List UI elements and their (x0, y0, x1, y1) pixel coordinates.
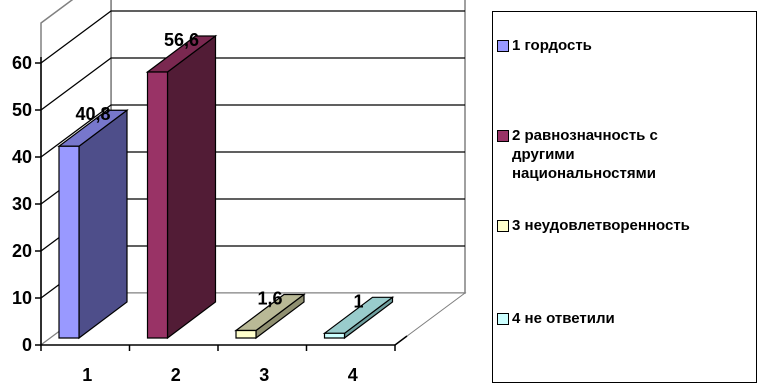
legend-swatch-3 (497, 220, 509, 232)
bar-1 (57, 109, 129, 340)
bar-side-2 (166, 34, 217, 340)
legend-swatch-2 (497, 130, 509, 142)
bar-front-4 (323, 332, 346, 339)
y-tick-label-10: 10 (12, 288, 32, 308)
x-tick-label-4: 4 (348, 365, 358, 385)
legend-item-1: 1 гордость (493, 36, 592, 55)
bars (57, 34, 395, 340)
legend-item-4: 4 не ответили (493, 309, 615, 328)
legend-label-1: 1 гордость (512, 37, 592, 54)
bar-side-1 (78, 109, 128, 340)
x-tick-label-3: 3 (259, 365, 269, 385)
gridline-60 (40, 10, 465, 64)
y-tick-label-50: 50 (12, 100, 32, 120)
legend-label-2: 2 равнозначность с другими национальност… (512, 127, 658, 182)
legend-label-3: 3 неудовлетворенность (512, 217, 690, 234)
gridline-50 (40, 57, 465, 111)
legend-swatch-1 (497, 40, 509, 52)
y-tick-label-0: 0 (22, 335, 32, 355)
axes: 0 10 20 30 40 50 60 1 2 3 4 (12, 53, 408, 385)
gridline-40 (40, 104, 465, 158)
bar-3 (234, 293, 306, 340)
bar-2 (145, 34, 218, 340)
y-tick-label-30: 30 (12, 194, 32, 214)
data-labels: 40,8 56,6 1,6 1 (75, 30, 363, 311)
legend-label-4: 4 не ответили (512, 310, 615, 327)
x-axis-end (394, 335, 408, 346)
legend-item-3: 3 неудовлетворенность (493, 216, 690, 235)
bar-chart: 0 10 20 30 40 50 60 1 2 3 4 40,8 56,6 1,6 1 (12, 0, 467, 385)
bar-front-3 (235, 329, 257, 339)
data-label-1: 40,8 (75, 104, 110, 124)
data-label-3: 1,6 (257, 288, 282, 308)
data-label-2: 56,6 (164, 30, 199, 50)
legend-item-2: 2 равнозначность с другими национальност… (493, 126, 658, 183)
y-tick-label-60: 60 (12, 53, 32, 73)
bar-front-2 (146, 71, 169, 339)
legend-swatch-4 (497, 313, 509, 325)
data-label-4: 1 (353, 291, 363, 311)
y-tick-label-20: 20 (12, 241, 32, 261)
x-tick-label-1: 1 (82, 365, 92, 385)
y-tick-label-40: 40 (12, 147, 32, 167)
bar-front-1 (58, 145, 80, 339)
bar-4 (322, 296, 395, 340)
x-tick-label-2: 2 (171, 365, 181, 385)
legend: 1 гордость 2 равнозначность с другими на… (492, 11, 757, 383)
